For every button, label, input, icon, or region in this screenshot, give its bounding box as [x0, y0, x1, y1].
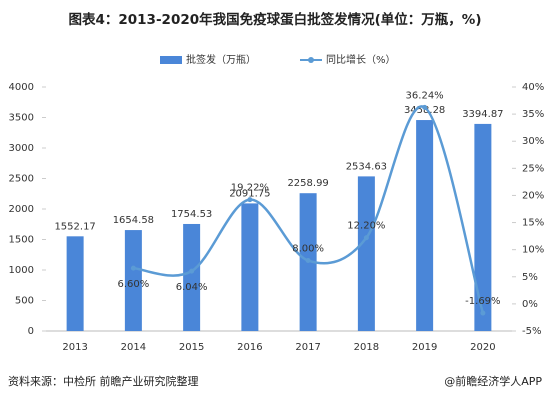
- bar-label: 2091.75: [229, 188, 270, 199]
- y2-tick-label: 25%: [522, 163, 544, 174]
- line-point: [363, 235, 369, 241]
- x-tick-label: 2020: [470, 342, 495, 353]
- y-tick-label: 3000: [9, 143, 34, 154]
- bar-label: 3394.87: [462, 109, 503, 120]
- bar-label: 1552.17: [54, 221, 95, 232]
- x-tick-label: 2018: [354, 342, 379, 353]
- y2-tick-label: 40%: [522, 82, 544, 93]
- legend-label: 同比增长（%）: [326, 53, 396, 66]
- y-tick-label: 3500: [9, 113, 34, 124]
- line-label: 6.60%: [117, 279, 149, 290]
- y-tick-label: 1000: [9, 265, 34, 276]
- y2-tick-label: 35%: [522, 109, 544, 120]
- bar: [183, 223, 201, 331]
- bar: [357, 176, 375, 331]
- line-point: [480, 310, 486, 316]
- line-label: 12.20%: [347, 221, 385, 232]
- bar: [241, 203, 259, 331]
- chart-title: 图表4：2013-2020年我国免疫球蛋白批签发情况(单位：万瓶，%): [68, 11, 481, 28]
- y2-tick-label: 5%: [522, 272, 538, 283]
- y-tick-label: 0: [28, 326, 34, 337]
- line-point: [305, 258, 311, 264]
- y2-tick-label: 15%: [522, 218, 544, 229]
- legend-swatch: [308, 57, 314, 63]
- line-label: 8.00%: [292, 244, 324, 255]
- line-label: 19.22%: [231, 183, 269, 194]
- x-tick-label: 2016: [237, 342, 262, 353]
- y-tick-label: 2000: [9, 204, 34, 215]
- y-tick-label: 4000: [9, 82, 34, 93]
- line-point: [247, 197, 253, 203]
- source: 资料来源：中检所 前瞻产业研究院整理: [8, 374, 199, 388]
- y-tick-label: 500: [15, 296, 34, 307]
- bar-label: 1754.53: [171, 209, 212, 220]
- y2-tick-label: 20%: [522, 190, 544, 201]
- y2-tick-label: 30%: [522, 136, 544, 147]
- credit: @前瞻经济学人APP: [444, 374, 542, 388]
- line-point: [130, 265, 136, 271]
- bar-label: 3458.28: [404, 105, 445, 116]
- x-tick-label: 2019: [412, 342, 437, 353]
- x-tick-label: 2013: [62, 342, 87, 353]
- y2-tick-label: 0%: [522, 299, 538, 310]
- line-point: [422, 104, 428, 110]
- y-tick-label: 1500: [9, 235, 34, 246]
- x-tick-label: 2014: [121, 342, 146, 353]
- line-point: [189, 268, 195, 274]
- x-tick-label: 2015: [179, 342, 204, 353]
- y-tick-label: 2500: [9, 174, 34, 185]
- legend-label: 批签发（万瓶）: [186, 53, 256, 66]
- bar-label: 2258.99: [287, 178, 328, 189]
- line: [133, 105, 485, 314]
- y2-tick-label: -5%: [522, 326, 541, 337]
- bar: [416, 120, 434, 331]
- y2-tick-label: 10%: [522, 245, 544, 256]
- legend-swatch: [160, 56, 182, 64]
- bar: [66, 236, 84, 331]
- bar: [474, 123, 492, 331]
- x-tick-label: 2017: [295, 342, 320, 353]
- bar-label: 2534.63: [346, 161, 387, 172]
- line-label: 6.04%: [176, 282, 208, 293]
- bar-label: 1654.58: [113, 215, 154, 226]
- line-label: 36.24%: [406, 90, 444, 101]
- line-label: -1.69%: [465, 296, 500, 307]
- bar: [124, 230, 142, 331]
